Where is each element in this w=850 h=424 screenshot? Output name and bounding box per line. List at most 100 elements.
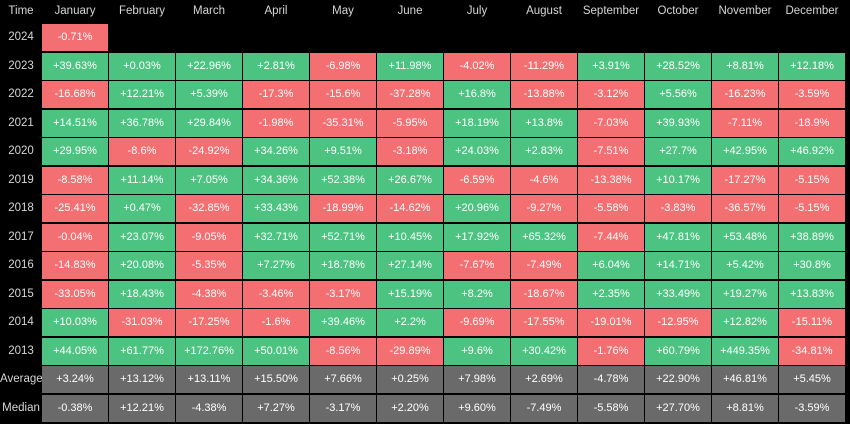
heatmap-cell: -3.18% [377,138,443,165]
heatmap-cell: +11.98% [377,52,443,80]
heatmap-cell: +20.08% [109,252,175,279]
heatmap-cell: +19.27% [712,280,778,308]
heatmap-cell: +27.14% [377,252,443,279]
heatmap-cell: -5.15% [779,166,845,194]
heatmap-cell: +53.48% [712,223,778,251]
heatmap-cell: -5.35% [176,252,242,279]
heatmap-cell: +29.84% [176,109,242,137]
heatmap-cell: -6.59% [444,166,510,194]
heatmap-cell: +8.81% [712,394,778,422]
column-header-february: February [118,5,166,17]
heatmap-cell: +26.67% [377,166,443,194]
heatmap-cell: +50.01% [243,337,309,365]
heatmap-cell: +18.78% [310,252,376,279]
heatmap-cell: -33.05% [42,280,108,308]
heatmap-cell: +61.77% [109,337,175,365]
heatmap-cell: +7.27% [243,252,309,279]
heatmap-cell: +15.19% [377,280,443,308]
heatmap-cell: +46.92% [779,138,845,165]
heatmap-cell: +9.6% [444,337,510,365]
row-label-2022: 2022 [8,88,34,100]
heatmap-cell: +5.39% [176,81,242,108]
corner-label: Time [8,5,34,17]
heatmap-cell: +38.89% [779,223,845,251]
heatmap-cell: +27.7% [645,138,711,165]
heatmap-cell: +22.90% [645,366,711,393]
heatmap-cell: +2.83% [511,138,577,165]
heatmap-cell: -7.44% [578,223,644,251]
column-header-january: January [54,5,96,17]
heatmap-cell: -36.57% [712,195,778,222]
row-label-2015: 2015 [8,287,34,300]
heatmap-cell: +12.21% [109,394,175,422]
heatmap-cell: +172.76% [176,337,242,365]
heatmap-cell: +9.60% [444,394,510,422]
heatmap-cell: +30.42% [511,337,577,365]
heatmap-cell: -15.6% [310,81,376,108]
heatmap-cell: -0.71% [42,24,108,51]
heatmap-cell: -3.17% [310,280,376,308]
heatmap-cell: +12.21% [109,81,175,108]
heatmap-cell: -9.69% [444,309,510,336]
heatmap-cell: -35.31% [310,109,376,137]
heatmap-cell: -18.67% [511,280,577,308]
heatmap-cell: -12.95% [645,309,711,336]
heatmap-cell: +18.19% [444,109,510,137]
heatmap-cell: +3.91% [578,52,644,80]
column-header-april: April [264,5,288,17]
heatmap-cell: -7.67% [444,252,510,279]
heatmap-cell: +27.70% [645,394,711,422]
heatmap-cell: -31.03% [109,309,175,336]
heatmap-cell: -13.88% [511,81,577,108]
heatmap-cell: -11.29% [511,52,577,80]
column-header-march: March [193,5,225,17]
heatmap-cell: -3.83% [645,195,711,222]
heatmap-cell: +15.50% [243,366,309,393]
row-label-2013: 2013 [8,344,34,357]
heatmap-cell: -4.78% [578,366,644,393]
heatmap-cell: +3.24% [42,366,108,393]
heatmap-cell: -17.3% [243,81,309,108]
heatmap-cell: +8.2% [444,280,510,308]
heatmap-cell: -4.38% [176,280,242,308]
heatmap-cell: +16.8% [444,81,510,108]
column-header-december: December [785,5,839,17]
row-label-2018: 2018 [8,202,34,214]
heatmap-cell: -8.56% [310,337,376,365]
heatmap-cell: +8.81% [712,52,778,80]
heatmap-cell: +39.93% [645,109,711,137]
heatmap-cell: -4.38% [176,394,242,422]
heatmap-cell: +33.49% [645,280,711,308]
heatmap-cell: +0.47% [109,195,175,222]
row-label-2019: 2019 [8,173,34,186]
heatmap-cell: +36.78% [109,109,175,137]
heatmap-cell: +28.52% [645,52,711,80]
heatmap-cell: +44.05% [42,337,108,365]
heatmap-cell: +2.69% [511,366,577,393]
heatmap-cell: +42.95% [712,138,778,165]
heatmap-cell: +7.66% [310,366,376,393]
heatmap-cell: +2.81% [243,52,309,80]
heatmap-cell: +7.98% [444,366,510,393]
row-label-median: Median [2,401,40,414]
heatmap-cell: -5.15% [779,195,845,222]
heatmap-cell: -3.59% [779,81,845,108]
heatmap-cell: -17.55% [511,309,577,336]
heatmap-cell: +32.71% [243,223,309,251]
heatmap-cell: +12.82% [712,309,778,336]
row-label-2016: 2016 [8,259,34,271]
heatmap-cell: -6.98% [310,52,376,80]
heatmap-cell: -1.76% [578,337,644,365]
heatmap-cell: +39.46% [310,309,376,336]
heatmap-cell: +33.43% [243,195,309,222]
heatmap-cell: -3.12% [578,81,644,108]
heatmap-cell: -16.23% [712,81,778,108]
heatmap-cell: -3.46% [243,280,309,308]
heatmap-cell: -14.62% [377,195,443,222]
heatmap-cell: -17.25% [176,309,242,336]
column-header-september: September [582,5,640,17]
heatmap-cell: +5.56% [645,81,711,108]
heatmap-cell: +23.07% [109,223,175,251]
heatmap-cell: +65.32% [511,223,577,251]
heatmap-cell: +10.03% [42,309,108,336]
